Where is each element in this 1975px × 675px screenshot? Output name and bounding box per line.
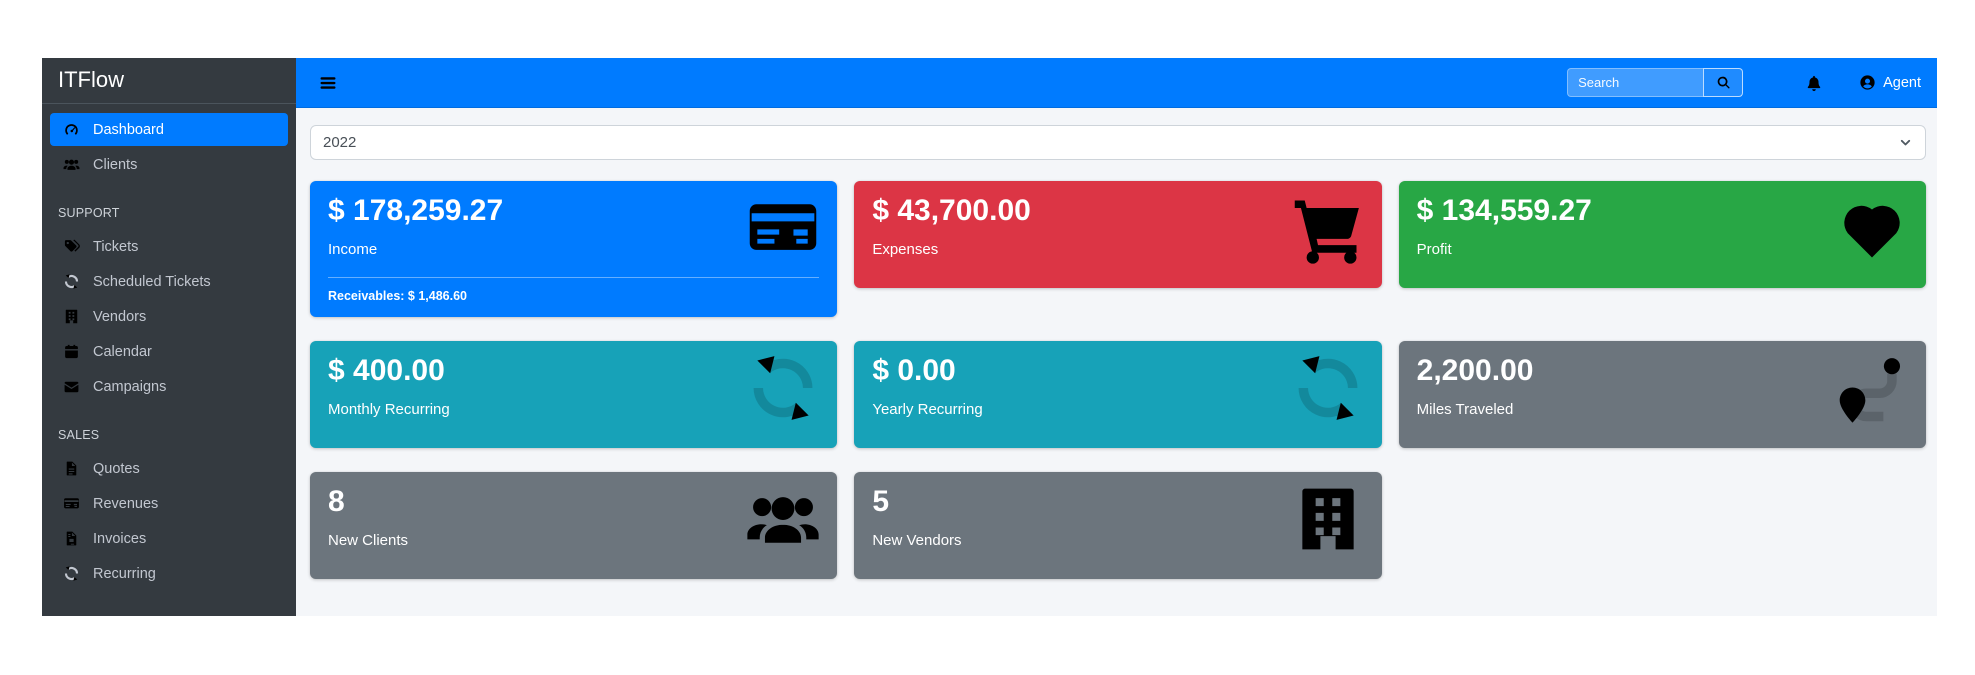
sidebar-item-clients[interactable]: Clients — [50, 148, 288, 181]
sidebar-item-label: Quotes — [93, 460, 140, 477]
stat-value: 2,200.00 — [1416, 354, 1534, 387]
tags-icon — [60, 238, 82, 255]
stat-card-profit: $ 134,559.27 Profit — [1398, 181, 1926, 288]
stat-label: Yearly Recurring — [872, 401, 983, 418]
stat-value: 8 — [328, 485, 345, 518]
heart-icon — [1834, 190, 1910, 266]
sidebar-nav: Dashboard Clients SUPPORT Tickets Schedu… — [42, 104, 296, 591]
sidebar-item-calendar[interactable]: Calendar — [50, 335, 288, 368]
stat-card-income: $ 178,259.27 Income Receivables: $ 1,486… — [310, 181, 838, 317]
sync-icon — [745, 350, 821, 426]
sidebar-section-support: SUPPORT — [58, 206, 120, 220]
sidebar-item-label: Campaigns — [93, 378, 167, 395]
building-icon — [1290, 481, 1366, 557]
stat-card-new-vendors: 5 New Vendors — [854, 472, 1382, 579]
sidebar-item-scheduled-tickets[interactable]: Scheduled Tickets — [50, 265, 288, 298]
stat-label: Monthly Recurring — [328, 401, 450, 418]
search-input[interactable] — [1567, 68, 1704, 97]
sidebar-item-label: Scheduled Tickets — [93, 273, 211, 290]
stat-card-body: $ 178,259.27 Income — [328, 194, 819, 258]
user-circle-icon — [1859, 74, 1876, 91]
sidebar-item-label: Tickets — [93, 238, 139, 255]
sidebar-item-label: Invoices — [93, 530, 147, 547]
bars-icon — [318, 73, 338, 93]
year-filter: 2022 — [310, 125, 1926, 160]
sidebar-toggle-button[interactable] — [318, 73, 338, 93]
dashboard-content: 2022 $ 178,259.27 Income Receivables: $ … — [296, 108, 1937, 616]
bell-icon — [1805, 74, 1823, 92]
stat-value: $ 178,259.27 — [328, 194, 504, 227]
sidebar-item-label: Vendors — [93, 308, 147, 325]
credit-card-icon — [60, 495, 82, 512]
stat-value: $ 0.00 — [872, 354, 956, 387]
app-window: ITFlow Dashboard Clients SUPPORT Tickets… — [42, 58, 1937, 616]
stat-card-expenses: $ 43,700.00 Expenses — [854, 181, 1382, 288]
sidebar-item-dashboard[interactable]: Dashboard — [50, 113, 288, 146]
stat-label: New Clients — [328, 532, 409, 549]
stat-value: $ 134,559.27 — [1416, 194, 1592, 227]
stat-cards-grid: $ 178,259.27 Income Receivables: $ 1,486… — [310, 181, 1926, 579]
main-area: Agent 2022 $ 178,259.27 Income Receivabl — [296, 58, 1937, 616]
notifications-button[interactable] — [1805, 74, 1823, 92]
year-select[interactable]: 2022 — [310, 125, 1926, 160]
stat-card-miles-traveled: 2,200.00 Miles Traveled — [1398, 341, 1926, 448]
stat-value: 5 — [872, 485, 890, 518]
stat-card-body: $ 134,559.27 Profit — [1417, 194, 1908, 258]
user-menu-label: Agent — [1883, 74, 1921, 91]
search-button[interactable] — [1703, 68, 1744, 97]
shopping-cart-icon — [1290, 190, 1366, 266]
top-navbar: Agent — [296, 58, 1937, 108]
sidebar-item-label: Clients — [93, 156, 138, 173]
file-invoice-icon — [60, 530, 82, 547]
sync-icon — [60, 565, 82, 582]
sidebar-item-invoices[interactable]: Invoices — [50, 522, 288, 555]
credit-card-icon — [745, 190, 821, 266]
stat-value: $ 43,700.00 — [872, 194, 1031, 227]
stat-label: Expenses — [872, 241, 939, 258]
stat-label: Profit — [1416, 241, 1452, 258]
gauge-icon — [60, 121, 82, 138]
sidebar-item-campaigns[interactable]: Campaigns — [50, 370, 288, 403]
stat-card-new-clients: 8 New Clients — [310, 472, 838, 579]
sidebar-item-label: Dashboard — [93, 121, 164, 138]
sidebar-item-revenues[interactable]: Revenues — [50, 487, 288, 520]
file-lines-icon — [60, 460, 82, 477]
users-icon — [745, 481, 821, 557]
sidebar-section-sales: SALES — [58, 428, 100, 442]
stat-card-body: $ 400.00 Monthly Recurring — [328, 354, 819, 418]
stat-label: Miles Traveled — [1416, 401, 1514, 418]
sidebar-item-label: Recurring — [93, 565, 156, 582]
stat-card-monthly-recurring: $ 400.00 Monthly Recurring — [310, 341, 838, 448]
sync-icon — [1290, 350, 1366, 426]
stat-footer: Receivables: $ 1,486.60 — [328, 277, 820, 303]
stat-card-body: 5 New Vendors — [872, 485, 1363, 549]
stat-card-body: 8 New Clients — [328, 485, 819, 549]
envelope-icon — [60, 378, 82, 395]
stat-label: New Vendors — [872, 532, 962, 549]
route-icon — [1834, 350, 1910, 426]
users-icon — [60, 156, 82, 173]
stat-card-yearly-recurring: $ 0.00 Yearly Recurring — [854, 341, 1382, 448]
calendar-icon — [60, 343, 82, 360]
app-brand[interactable]: ITFlow — [42, 58, 296, 104]
stat-card-body: $ 43,700.00 Expenses — [872, 194, 1363, 258]
stat-value: $ 400.00 — [328, 354, 445, 387]
sync-icon — [60, 273, 82, 290]
sidebar: ITFlow Dashboard Clients SUPPORT Tickets… — [42, 58, 296, 616]
user-menu-button[interactable]: Agent — [1859, 74, 1921, 91]
stat-label: Income — [328, 241, 378, 258]
navbar-search — [1567, 68, 1744, 97]
stat-card-body: 2,200.00 Miles Traveled — [1417, 354, 1908, 418]
sidebar-item-label: Revenues — [93, 495, 159, 512]
sidebar-item-label: Calendar — [93, 343, 152, 360]
sidebar-item-recurring[interactable]: Recurring — [50, 557, 288, 590]
building-icon — [60, 308, 82, 325]
stat-card-body: $ 0.00 Yearly Recurring — [872, 354, 1363, 418]
sidebar-item-vendors[interactable]: Vendors — [50, 300, 288, 333]
sidebar-item-tickets[interactable]: Tickets — [50, 230, 288, 263]
sidebar-item-quotes[interactable]: Quotes — [50, 452, 288, 485]
search-icon — [1716, 75, 1731, 90]
